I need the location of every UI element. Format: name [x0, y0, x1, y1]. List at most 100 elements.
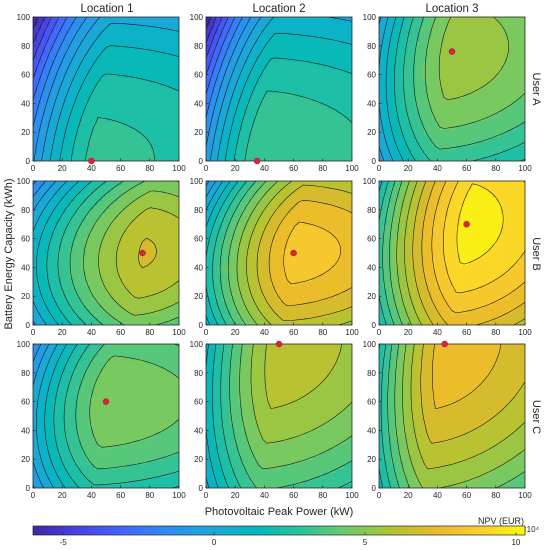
contour-line [432, 344, 502, 409]
contour-line [244, 90, 352, 161]
contour-line [233, 57, 352, 161]
optimum-point [102, 398, 110, 405]
y-tick-label: 60 [21, 235, 30, 244]
x-tick-label: 60 [116, 164, 125, 173]
y-tick-label: 0 [372, 157, 377, 166]
column-title-location-1: Location 1 [80, 3, 133, 15]
panel-frame [378, 343, 526, 489]
x-tick-label: 60 [289, 328, 298, 337]
y-tick-label: 40 [367, 426, 376, 435]
contour-line [83, 181, 179, 325]
contour-line [59, 45, 179, 161]
y-tick-label: 40 [194, 263, 203, 272]
y-tick-label: 100 [190, 340, 204, 349]
contour-line [70, 73, 179, 161]
y-tick-label: 0 [26, 157, 31, 166]
y-tick-label: 40 [194, 426, 203, 435]
x-tick-label: 80 [145, 328, 154, 337]
panel-3-2: 0 20 40 60 80 100 0 20 40 60 80 100 [190, 340, 360, 500]
panel-frame [32, 16, 180, 162]
contour-line [229, 344, 352, 488]
optimum-point [463, 220, 470, 228]
y-tick-label: 0 [26, 321, 31, 330]
contour-line [33, 17, 88, 161]
contour-line [89, 355, 179, 448]
contour-line [443, 181, 525, 294]
y-tick-label: 100 [363, 13, 377, 22]
y-tick-label: 20 [367, 128, 376, 137]
contour-line [138, 237, 157, 269]
y-tick-label: 100 [17, 340, 31, 349]
contour-lines [206, 181, 352, 325]
x-tick-label: 20 [404, 328, 413, 337]
contour-line [75, 344, 179, 470]
x-tick-label: 60 [289, 491, 298, 500]
contour-line [33, 17, 46, 45]
colorbar-bar [32, 525, 526, 536]
optimum-point [441, 340, 448, 348]
panel-frame [378, 180, 526, 326]
x-tick-label: 20 [58, 328, 67, 337]
contour-line [403, 17, 525, 161]
contour-line [98, 190, 179, 316]
contour-line [420, 344, 525, 444]
contour-lines [379, 344, 525, 488]
y-tick-label: 80 [194, 369, 203, 378]
y-tick-label: 100 [17, 177, 31, 186]
panel-fill [379, 344, 525, 488]
x-tick-label: 80 [491, 328, 500, 337]
x-tick-label: 100 [345, 328, 359, 337]
x-tick-label: 0 [377, 164, 382, 173]
panel-frame [32, 343, 180, 489]
contour-line [268, 200, 352, 307]
contour-line [394, 17, 525, 161]
y-tick-label: 60 [21, 398, 30, 407]
x-tick-label: 40 [433, 164, 442, 173]
panel-fill [379, 181, 525, 325]
colorbar-tick-label: 10 [511, 538, 520, 547]
contour-line [220, 344, 352, 488]
x-tick-label: 20 [404, 491, 413, 500]
x-tick-label: 20 [58, 491, 67, 500]
y-tick-label: 80 [367, 42, 376, 51]
colorbar-tick-label: 5 [363, 538, 368, 547]
x-tick-label: 80 [318, 491, 327, 500]
panel-frame [378, 16, 526, 162]
panel-fill [206, 344, 352, 488]
contour-line [33, 344, 50, 488]
panel-frame [205, 16, 353, 162]
x-tick-label: 100 [172, 164, 186, 173]
row-title-user-c: User C [530, 400, 542, 434]
optimum-point [88, 157, 95, 165]
contour-line [389, 181, 403, 325]
x-tick-label: 100 [518, 491, 532, 500]
y-tick-label: 0 [199, 321, 204, 330]
x-tick-label: 0 [204, 164, 209, 173]
x-tick-label: 0 [31, 491, 36, 500]
contour-line [236, 181, 279, 325]
y-tick-label: 80 [194, 206, 203, 215]
y-tick-label: 0 [199, 157, 204, 166]
contour-line [115, 207, 179, 299]
x-tick-label: 0 [31, 164, 36, 173]
contour-line [210, 17, 262, 161]
contour-line [49, 22, 179, 161]
y-tick-label: 40 [194, 99, 203, 108]
x-tick-label: 20 [58, 164, 67, 173]
panel-fill [206, 181, 352, 325]
panel-2-3: 0 20 40 60 80 100 0 20 40 60 80 100 [363, 177, 533, 337]
y-tick-label: 100 [17, 13, 31, 22]
y-tick-label: 0 [372, 484, 377, 493]
contour-line [33, 181, 47, 197]
x-tick-label: 0 [204, 328, 209, 337]
x-tick-label: 100 [345, 491, 359, 500]
y-tick-label: 0 [199, 484, 204, 493]
y-tick-label: 80 [194, 42, 203, 51]
panel-1-2: 0 20 40 60 80 100 0 20 40 60 80 100 [190, 13, 360, 173]
panel-fill [33, 344, 179, 488]
contour-line [431, 181, 525, 314]
y-axis-label: Battery Energy Capacity (kWh) [3, 179, 15, 330]
x-tick-label: 20 [231, 164, 240, 173]
contour-line [212, 181, 247, 325]
